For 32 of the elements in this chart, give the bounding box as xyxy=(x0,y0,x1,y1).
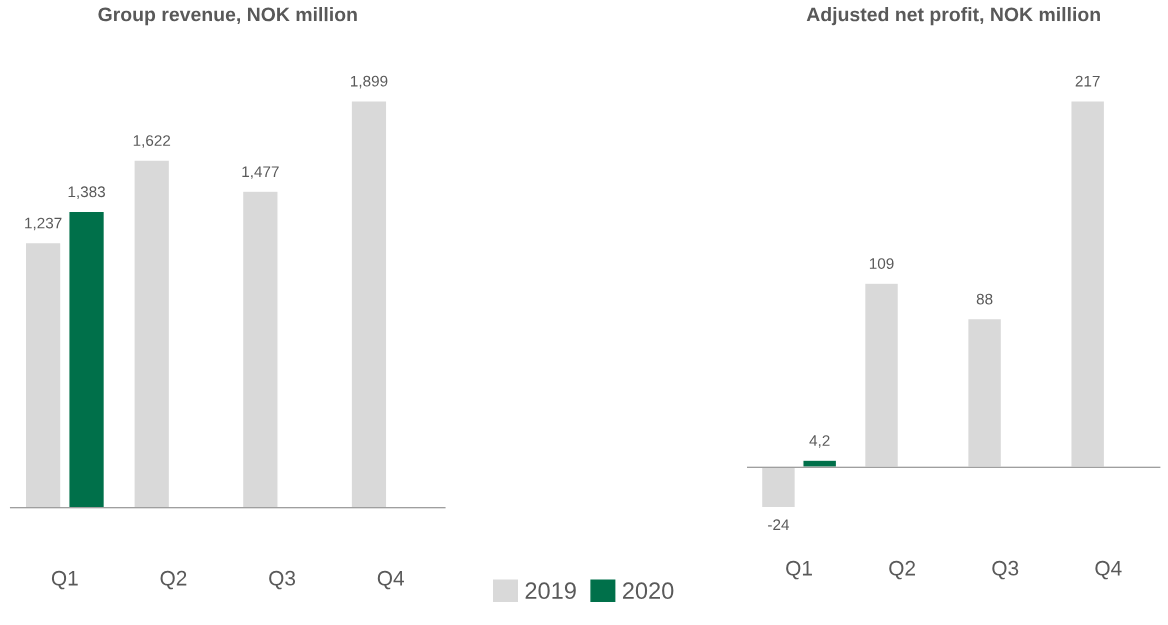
bar xyxy=(350,100,388,509)
x-tick-label: Q3 xyxy=(992,560,1019,580)
data-label: 1,899 xyxy=(351,75,388,89)
x-tick-label: Q4 xyxy=(377,570,404,590)
chart-title: Adjusted net profit, NOK million xyxy=(806,7,1100,26)
chart-title: Group revenue, NOK million xyxy=(98,7,357,26)
legend-label: 2020 xyxy=(622,582,674,600)
bar xyxy=(241,190,279,509)
x-tick-label: Q1 xyxy=(786,560,812,580)
x-tick-label: Q3 xyxy=(269,570,296,590)
bar xyxy=(68,210,106,509)
data-label: 1,477 xyxy=(242,166,279,179)
data-label: 4,2 xyxy=(809,435,830,448)
data-label: 109 xyxy=(869,258,894,269)
data-label: -24 xyxy=(768,519,790,530)
x-tick-label: Q2 xyxy=(889,560,915,580)
bar xyxy=(24,241,62,509)
bar xyxy=(760,466,797,509)
bar xyxy=(133,159,171,509)
data-label: 1,622 xyxy=(133,135,171,148)
bar xyxy=(802,459,838,468)
data-label: 1,237 xyxy=(25,217,62,231)
x-tick-label: Q2 xyxy=(160,570,187,590)
bar xyxy=(966,317,1003,468)
data-label: 1,383 xyxy=(68,186,105,199)
x-tick-label: Q4 xyxy=(1095,560,1122,580)
data-label: 217 xyxy=(1075,75,1100,87)
bar xyxy=(863,282,900,468)
data-label: 88 xyxy=(976,293,993,305)
x-tick-label: Q1 xyxy=(51,570,78,590)
legend-label: 2019 xyxy=(525,582,576,600)
bar xyxy=(1070,100,1106,468)
